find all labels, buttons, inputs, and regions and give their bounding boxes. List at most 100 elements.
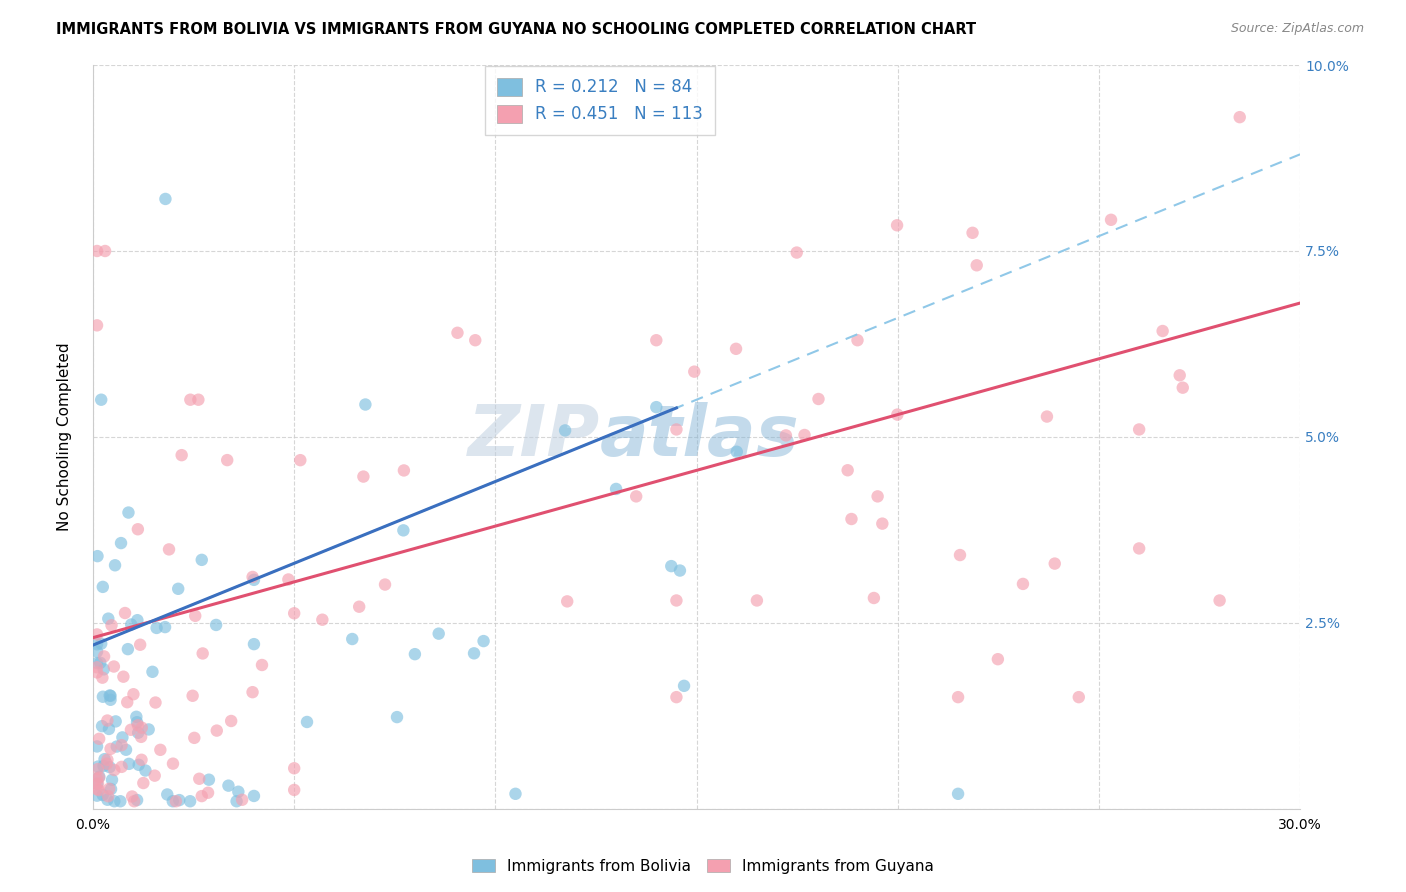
Point: [86, 244, 108, 258]
Point: [127, 522, 149, 536]
Point: [96, 756, 118, 771]
Point: [231, 793, 253, 807]
Point: [127, 725, 149, 739]
Point: [145, 696, 167, 710]
Point: [127, 613, 149, 627]
Point: [846, 333, 869, 347]
Point: [96, 793, 118, 807]
Point: [125, 710, 148, 724]
Point: [1171, 381, 1194, 395]
Point: [94, 244, 117, 258]
Point: [145, 621, 167, 635]
Point: [93, 649, 115, 664]
Point: [132, 776, 155, 790]
Point: [1067, 690, 1090, 705]
Point: [187, 392, 209, 407]
Point: [103, 763, 125, 777]
Point: [775, 428, 797, 442]
Point: [131, 753, 153, 767]
Point: [87, 783, 110, 797]
Point: [96, 714, 118, 728]
Point: [100, 693, 122, 707]
Point: [793, 428, 815, 442]
Point: [1043, 557, 1066, 571]
Point: [987, 652, 1010, 666]
Point: [190, 789, 212, 803]
Point: [98, 689, 121, 703]
Point: [167, 582, 190, 596]
Point: [1229, 110, 1251, 124]
Text: ZIP: ZIP: [468, 402, 600, 471]
Point: [872, 516, 894, 531]
Point: [127, 793, 149, 807]
Point: [169, 793, 191, 807]
Point: [110, 794, 132, 808]
Point: [183, 731, 205, 745]
Point: [104, 558, 127, 573]
Point: [665, 422, 688, 436]
Point: [217, 453, 239, 467]
Point: [155, 192, 177, 206]
Point: [745, 593, 768, 607]
Point: [118, 756, 141, 771]
Point: [91, 671, 114, 685]
Point: [385, 710, 408, 724]
Point: [153, 620, 176, 634]
Point: [179, 392, 201, 407]
Point: [121, 789, 143, 804]
Point: [112, 670, 135, 684]
Point: [97, 612, 120, 626]
Point: [191, 647, 214, 661]
Point: [205, 618, 228, 632]
Point: [283, 783, 305, 797]
Point: [673, 679, 696, 693]
Point: [138, 723, 160, 737]
Point: [645, 333, 668, 347]
Point: [198, 772, 221, 787]
Legend: R = 0.212   N = 84, R = 0.451   N = 113: R = 0.212 N = 84, R = 0.451 N = 113: [485, 66, 714, 135]
Point: [100, 689, 122, 703]
Point: [86, 739, 108, 754]
Point: [98, 760, 121, 774]
Point: [347, 599, 370, 614]
Point: [446, 326, 468, 340]
Point: [115, 695, 138, 709]
Point: [205, 723, 228, 738]
Point: [228, 785, 250, 799]
Point: [103, 794, 125, 808]
Point: [863, 591, 886, 605]
Point: [1012, 577, 1035, 591]
Point: [86, 627, 108, 641]
Point: [683, 365, 706, 379]
Point: [886, 408, 908, 422]
Point: [86, 637, 108, 651]
Point: [86, 777, 108, 791]
Point: [157, 542, 180, 557]
Point: [86, 789, 108, 803]
Point: [354, 397, 377, 411]
Point: [134, 764, 156, 778]
Point: [122, 794, 145, 808]
Point: [97, 722, 120, 736]
Point: [250, 658, 273, 673]
Point: [90, 637, 112, 651]
Point: [129, 730, 152, 744]
Point: [841, 512, 863, 526]
Point: [89, 770, 111, 784]
Point: [91, 580, 114, 594]
Point: [243, 637, 266, 651]
Point: [624, 489, 647, 503]
Point: [645, 400, 668, 414]
Point: [91, 719, 114, 733]
Point: [100, 782, 122, 797]
Point: [283, 607, 305, 621]
Point: [605, 482, 627, 496]
Point: [555, 594, 578, 608]
Point: [117, 642, 139, 657]
Point: [122, 687, 145, 701]
Point: [554, 424, 576, 438]
Point: [219, 714, 242, 728]
Point: [242, 570, 264, 584]
Point: [1099, 212, 1122, 227]
Point: [117, 506, 139, 520]
